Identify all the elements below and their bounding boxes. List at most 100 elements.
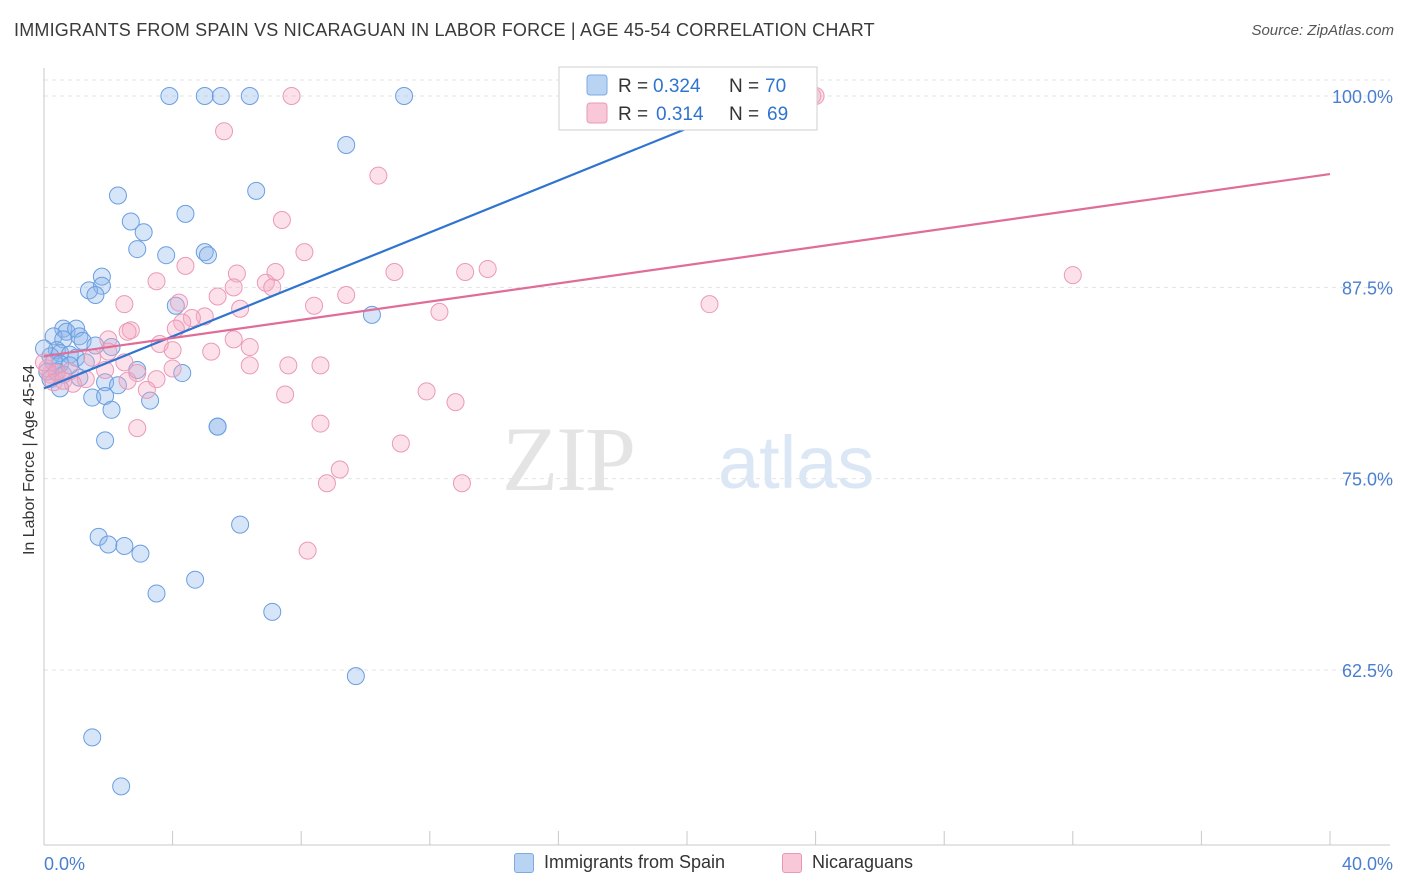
trend-line-spain xyxy=(43,94,768,390)
gridlines xyxy=(44,79,1390,671)
point-nicaraguan-16 xyxy=(337,285,356,304)
point-spain-45 xyxy=(108,376,127,395)
point-nicaraguan-28 xyxy=(118,322,137,341)
point-nicaraguan-11 xyxy=(478,259,497,278)
legend-label-nicaraguans: Nicaraguans xyxy=(812,852,914,872)
point-nicaraguan-33 xyxy=(202,342,221,361)
trend-lines xyxy=(43,94,1331,390)
point-nicaraguan-6 xyxy=(176,256,195,275)
point-nicaraguan-55 xyxy=(137,380,156,399)
point-spain-60 xyxy=(186,570,205,589)
point-spain-17 xyxy=(92,267,111,286)
point-spain-12 xyxy=(134,223,153,242)
point-spain-57 xyxy=(99,535,118,554)
point-nicaraguan-12 xyxy=(147,272,166,291)
point-nicaraguan-18 xyxy=(170,293,189,312)
point-nicaraguan-39 xyxy=(279,356,298,375)
point-nicaraguan-0 xyxy=(282,87,301,105)
series-nicaraguans xyxy=(35,87,1082,560)
point-spain-11 xyxy=(121,212,140,231)
y-tick-label-0: 62.5% xyxy=(1342,661,1393,681)
point-spain-1 xyxy=(195,87,214,105)
legend-swatch-nicaraguans xyxy=(782,852,802,873)
watermark: ZIP atlas xyxy=(502,408,874,510)
point-spain-14 xyxy=(157,246,176,265)
trend-line-nicaraguans xyxy=(43,172,1331,358)
point-nicaraguan-2 xyxy=(215,122,234,141)
point-spain-0 xyxy=(160,87,179,105)
point-nicaraguan-58 xyxy=(391,434,410,453)
y-tick-labels: 62.5% 75.0% 87.5% 100.0% xyxy=(1332,87,1393,681)
legend-r-label-2: R = xyxy=(618,104,648,125)
point-nicaraguan-66 xyxy=(35,353,53,372)
point-spain-51 xyxy=(102,400,121,419)
point-spain-55 xyxy=(231,515,250,534)
point-nicaraguan-59 xyxy=(330,460,349,479)
legend-label-spain: Immigrants from Spain xyxy=(544,852,726,872)
point-nicaraguan-32 xyxy=(163,341,182,360)
point-spain-66 xyxy=(35,339,53,358)
legend-item-spain[interactable]: Immigrants from Spain xyxy=(514,852,725,873)
legend-r-value-1: 0.324 xyxy=(653,76,701,97)
point-nicaraguan-62 xyxy=(298,541,317,560)
point-nicaraguan-56 xyxy=(311,414,330,433)
x-tick-labels: 0.0% 40.0% xyxy=(44,854,1393,874)
legend-n-value-1: 70 xyxy=(765,76,786,97)
point-nicaraguan-17 xyxy=(208,287,227,306)
point-spain-10 xyxy=(176,204,195,223)
y-tick-label-1: 75.0% xyxy=(1342,470,1393,490)
point-nicaraguan-54 xyxy=(446,393,465,412)
point-spain-16 xyxy=(198,246,217,265)
point-spain-62 xyxy=(263,602,282,621)
legend-stats: R = 0.324 N = 70 R = 0.314 N = 69 xyxy=(558,66,818,131)
legend-swatch-spain xyxy=(514,852,534,873)
point-nicaraguan-57 xyxy=(128,419,147,438)
x-tick-label-0: 0.0% xyxy=(44,854,85,874)
point-nicaraguan-64 xyxy=(1063,266,1082,285)
legend-n-label-2: N = xyxy=(729,104,759,125)
legend-n-value-2: 69 xyxy=(767,104,788,125)
point-spain-3 xyxy=(240,87,259,105)
point-nicaraguan-14 xyxy=(256,273,275,292)
point-spain-4 xyxy=(395,87,414,105)
point-spain-58 xyxy=(115,537,134,556)
point-spain-19 xyxy=(80,281,99,300)
point-spain-64 xyxy=(83,728,102,747)
point-spain-23 xyxy=(54,319,73,338)
point-nicaraguan-3 xyxy=(369,166,388,185)
x-tick-label-1: 40.0% xyxy=(1342,854,1393,874)
legend-item-nicaraguans[interactable]: Nicaraguans xyxy=(782,852,913,873)
point-spain-56 xyxy=(89,527,108,546)
point-spain-20 xyxy=(86,285,105,304)
point-spain-9 xyxy=(247,181,266,200)
legend-swatch-pink xyxy=(586,102,608,124)
series-immigrants-from-spain xyxy=(35,87,754,796)
point-spain-61 xyxy=(147,584,166,603)
watermark-zip: ZIP xyxy=(502,408,634,510)
legend-n-label-1: N = xyxy=(729,76,759,97)
point-nicaraguan-63 xyxy=(700,295,719,314)
point-nicaraguan-4 xyxy=(272,210,291,229)
point-spain-13 xyxy=(128,240,147,259)
chart-title: IMMIGRANTS FROM SPAIN VS NICARAGUAN IN L… xyxy=(14,20,875,40)
point-spain-53 xyxy=(208,417,227,436)
point-nicaraguan-50 xyxy=(118,371,137,390)
point-spain-7 xyxy=(337,135,356,154)
point-spain-15 xyxy=(195,243,214,262)
point-spain-65 xyxy=(112,777,131,796)
y-tick-label-2: 87.5% xyxy=(1342,278,1393,298)
point-nicaraguan-5 xyxy=(295,243,314,262)
point-nicaraguan-22 xyxy=(430,302,449,321)
axes xyxy=(43,68,1390,846)
point-spain-28 xyxy=(54,330,73,349)
watermark-atlas: atlas xyxy=(718,421,874,504)
point-spain-54 xyxy=(96,431,115,450)
point-nicaraguan-36 xyxy=(83,348,102,367)
point-nicaraguan-41 xyxy=(163,359,182,378)
point-spain-48 xyxy=(83,388,102,407)
legend-bottom: Immigrants from Spain Nicaraguans xyxy=(0,852,1406,878)
legend-swatch-blue xyxy=(586,74,608,96)
point-nicaraguan-34 xyxy=(240,338,259,357)
point-nicaraguan-19 xyxy=(115,295,134,314)
point-nicaraguan-61 xyxy=(452,474,471,493)
